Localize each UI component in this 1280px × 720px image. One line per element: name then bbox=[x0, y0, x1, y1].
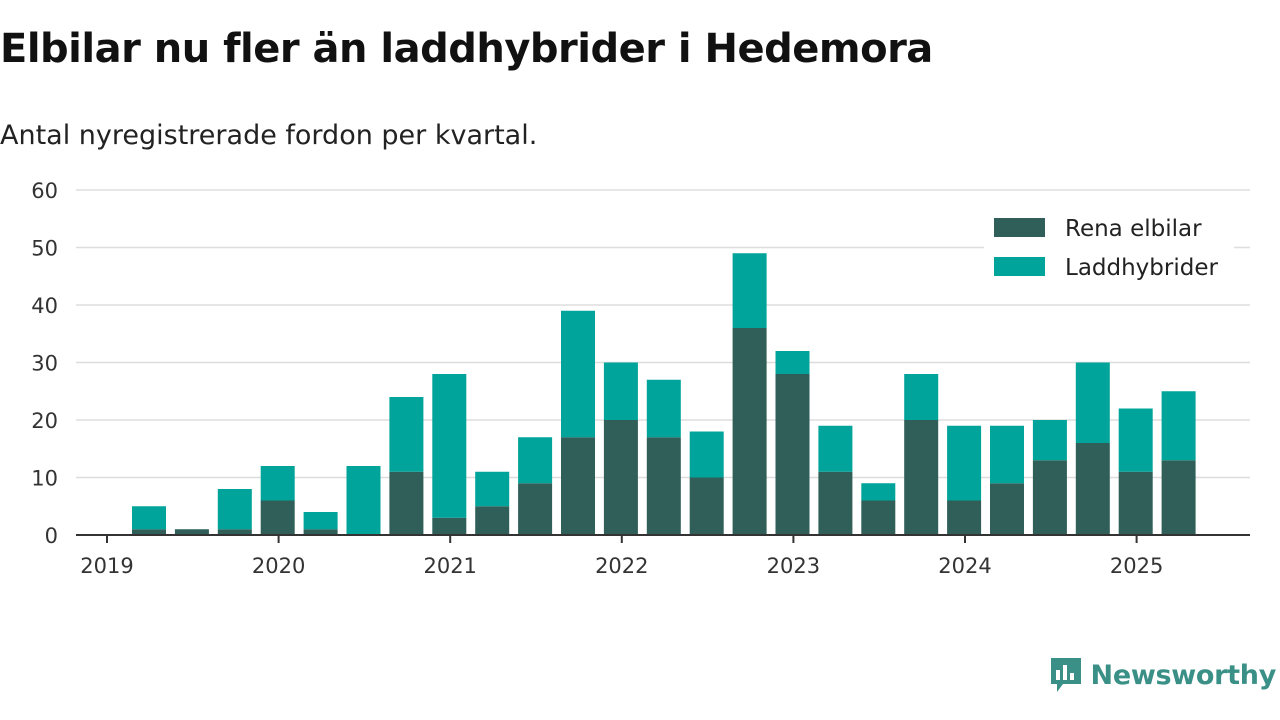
x-tick-label: 2020 bbox=[252, 554, 305, 578]
bar-laddhybrider bbox=[303, 512, 338, 530]
bar-laddhybrider bbox=[1075, 362, 1110, 443]
bar-rena-elbilar bbox=[260, 500, 295, 535]
bar-rena-elbilar bbox=[432, 517, 467, 535]
y-tick-label: 20 bbox=[31, 409, 58, 433]
bar-rena-elbilar bbox=[518, 483, 553, 535]
bar-rena-elbilar bbox=[561, 437, 595, 535]
bar-rena-elbilar bbox=[904, 420, 939, 535]
newsworthy-logo: Newsworthy bbox=[1049, 656, 1276, 694]
bar-laddhybrider bbox=[990, 425, 1024, 484]
bar-rena-elbilar bbox=[132, 529, 166, 535]
bar-rena-elbilar bbox=[1118, 471, 1153, 535]
bar-rena-elbilar bbox=[1032, 460, 1067, 535]
bar-rena-elbilar bbox=[475, 506, 510, 535]
bar-rena-elbilar bbox=[1161, 460, 1196, 535]
bar-laddhybrider bbox=[818, 425, 853, 472]
bar-laddhybrider bbox=[947, 425, 982, 501]
x-tick-label: 2023 bbox=[767, 554, 820, 578]
bar-rena-elbilar bbox=[646, 437, 681, 535]
y-axis-ticks: 0 10 20 30 40 50 60 bbox=[31, 179, 58, 548]
bar-rena-elbilar bbox=[732, 328, 767, 535]
bar-rena-elbilar bbox=[947, 500, 982, 535]
bar-laddhybrider bbox=[432, 374, 467, 518]
legend-label-rena-elbilar: Rena elbilar bbox=[1065, 216, 1202, 242]
bar-laddhybrider bbox=[603, 362, 638, 420]
legend-swatch-rena-elbilar bbox=[994, 218, 1045, 237]
bar-rena-elbilar bbox=[861, 500, 896, 535]
bar-laddhybrider bbox=[861, 483, 896, 501]
legend: Rena elbilar Laddhybrider bbox=[984, 208, 1234, 290]
bar-rena-elbilar bbox=[1075, 443, 1110, 535]
chart-title: Elbilar nu fler än laddhybrider i Hedemo… bbox=[0, 26, 933, 72]
bar-laddhybrider bbox=[475, 471, 510, 507]
bar-laddhybrider bbox=[1032, 420, 1067, 461]
x-tick-label: 2019 bbox=[80, 554, 133, 578]
bar-rena-elbilar bbox=[603, 420, 638, 535]
bar-laddhybrider bbox=[1161, 391, 1196, 461]
bar-laddhybrider bbox=[775, 351, 810, 374]
bar-rena-elbilar bbox=[818, 471, 853, 535]
y-tick-label: 10 bbox=[31, 467, 58, 491]
bar-laddhybrider bbox=[904, 374, 939, 420]
bar-laddhybrider bbox=[689, 431, 724, 478]
x-tick-label: 2025 bbox=[1110, 554, 1163, 578]
x-tick-label: 2022 bbox=[595, 554, 648, 578]
y-tick-label: 30 bbox=[31, 352, 58, 376]
bar-laddhybrider bbox=[217, 489, 252, 530]
bar-laddhybrider bbox=[1118, 408, 1153, 472]
bar-rena-elbilar bbox=[303, 529, 338, 535]
bar-rena-elbilar bbox=[389, 471, 424, 535]
y-tick-label: 50 bbox=[31, 237, 58, 261]
bar-laddhybrider bbox=[518, 437, 553, 484]
bar-rena-elbilar bbox=[775, 374, 810, 535]
bars bbox=[132, 253, 1196, 535]
x-tick-label: 2021 bbox=[423, 554, 476, 578]
bar-laddhybrider bbox=[260, 466, 295, 501]
brand-name: Newsworthy bbox=[1090, 659, 1277, 691]
legend-label-laddhybrider: Laddhybrider bbox=[1065, 255, 1218, 281]
bar-laddhybrider bbox=[646, 379, 681, 438]
x-tick-label: 2024 bbox=[938, 554, 991, 578]
bar-rena-elbilar bbox=[990, 483, 1024, 535]
bar-laddhybrider bbox=[346, 466, 381, 535]
y-tick-label: 40 bbox=[31, 294, 58, 318]
y-tick-label: 0 bbox=[45, 524, 58, 548]
bar-laddhybrider bbox=[561, 310, 595, 438]
bar-rena-elbilar bbox=[217, 529, 252, 535]
legend-swatch-laddhybrider bbox=[994, 257, 1045, 276]
bar-rena-elbilar bbox=[689, 477, 724, 535]
newsworthy-logo-icon bbox=[1050, 658, 1081, 692]
bar-laddhybrider bbox=[389, 397, 424, 472]
bar-rena-elbilar bbox=[174, 529, 209, 535]
bar-laddhybrider bbox=[732, 253, 767, 328]
bar-laddhybrider bbox=[132, 506, 166, 530]
x-axis: 2019 2020 2021 2022 2023 2024 2025 bbox=[76, 534, 1250, 578]
y-tick-label: 60 bbox=[31, 179, 58, 203]
chart-subtitle: Antal nyregistrerade fordon per kvartal. bbox=[0, 120, 538, 151]
